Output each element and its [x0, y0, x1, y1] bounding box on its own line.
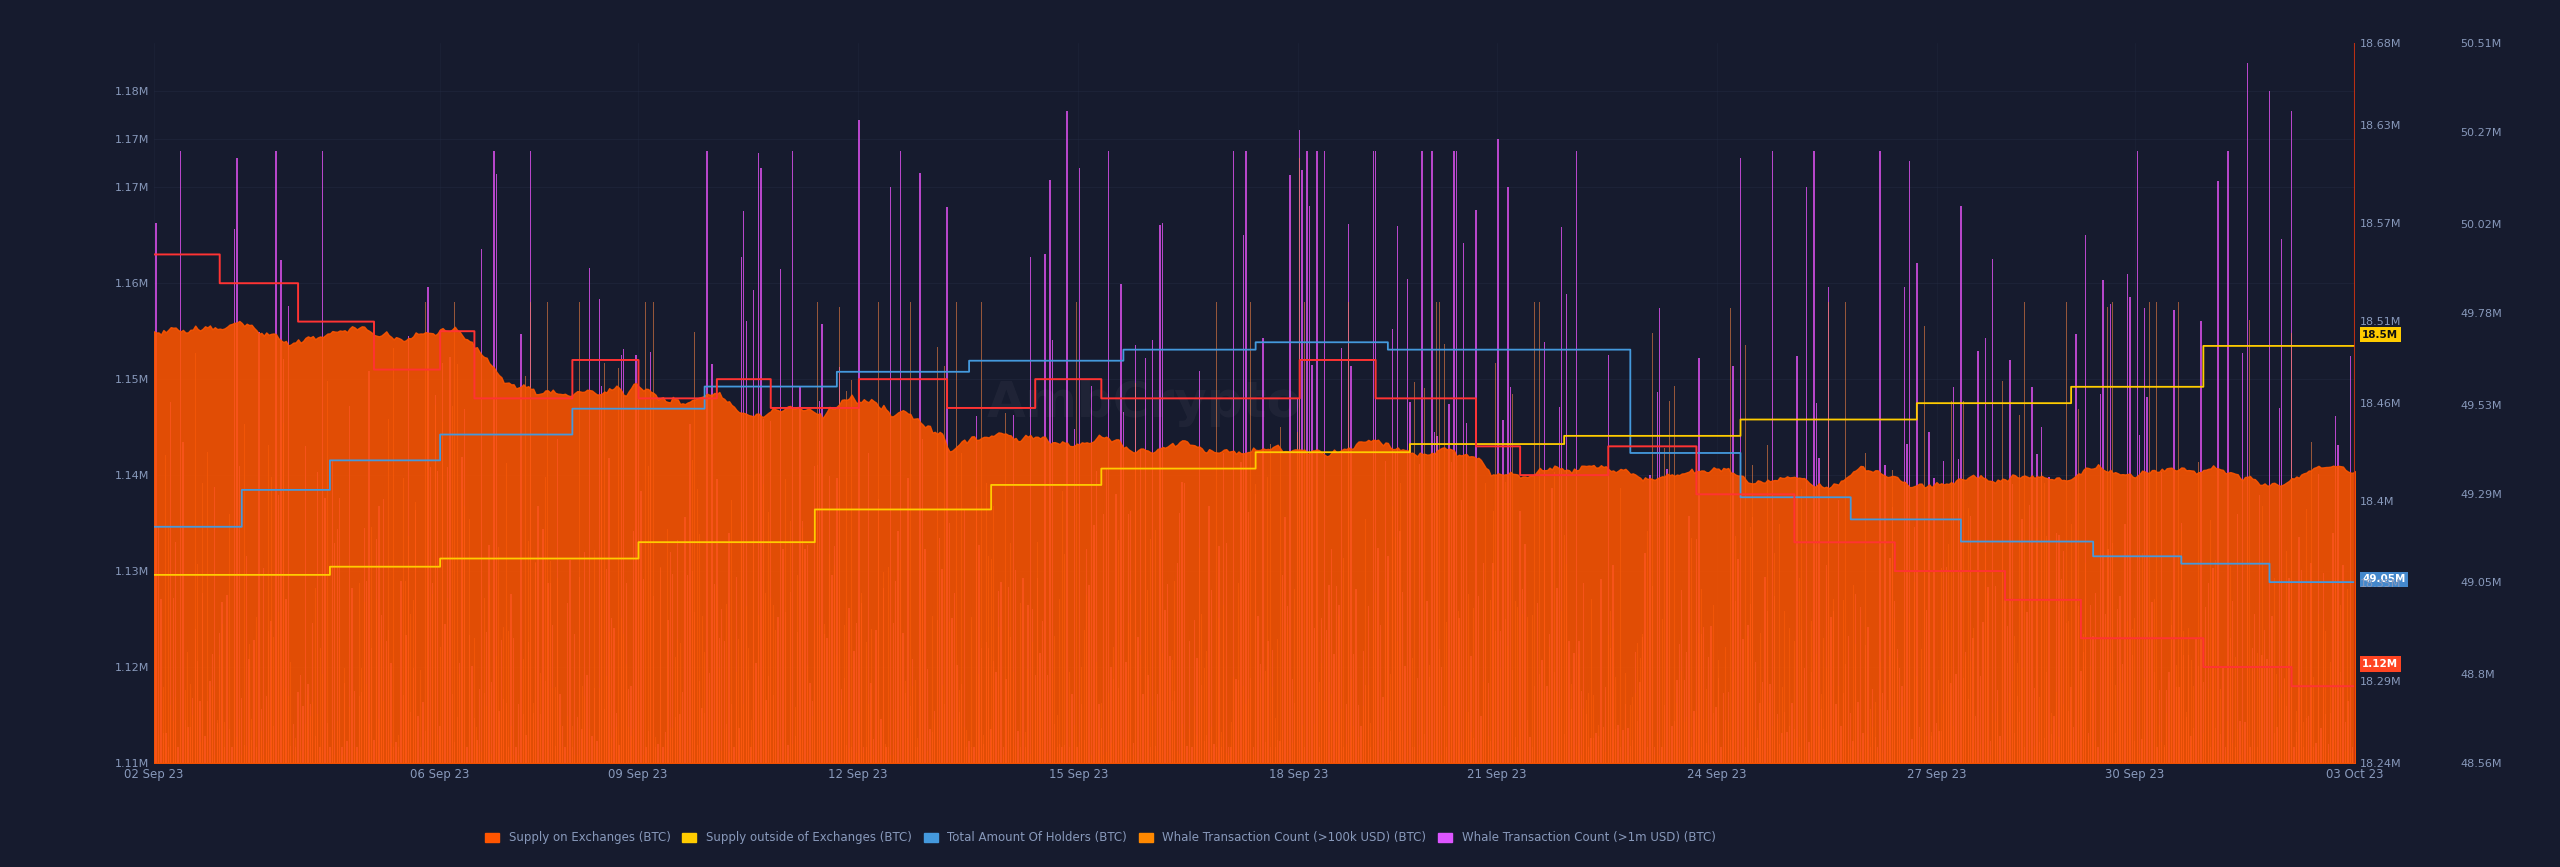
Text: 1.12M: 1.12M	[2363, 659, 2399, 669]
Text: 18.5M: 18.5M	[2363, 329, 2399, 340]
Text: 49.05M: 49.05M	[2363, 574, 2406, 584]
Legend: Supply on Exchanges (BTC), Supply outside of Exchanges (BTC), Total Amount Of Ho: Supply on Exchanges (BTC), Supply outsid…	[481, 826, 1720, 849]
Text: AmbCrypto: AmbCrypto	[986, 379, 1303, 427]
